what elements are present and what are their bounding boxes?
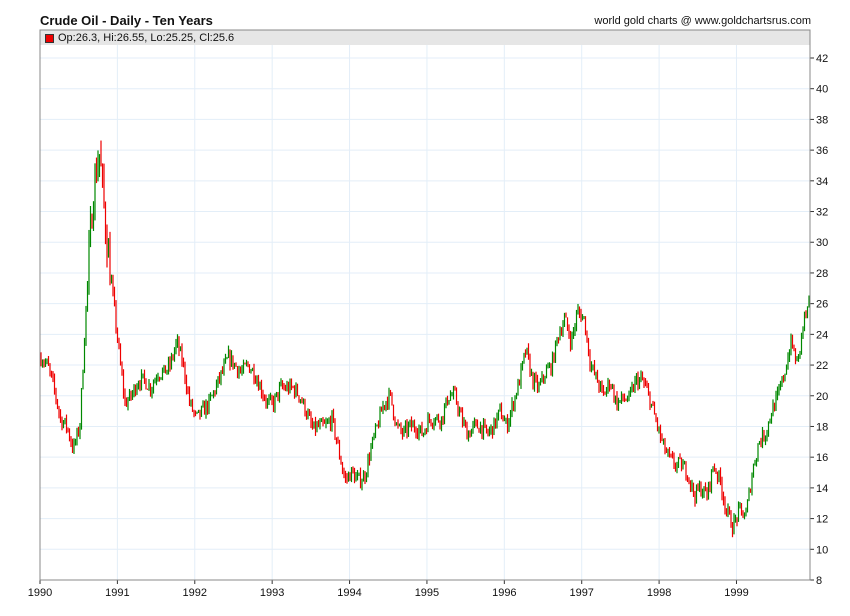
- y-tick-label: 40: [816, 84, 828, 96]
- y-tick-label: 22: [816, 360, 828, 372]
- y-tick-label: 30: [816, 237, 828, 249]
- y-tick-label: 38: [816, 114, 828, 126]
- legend-label: Op:26.3, Hi:26.55, Lo:25.25, Cl:25.6: [58, 32, 235, 44]
- y-tick-label: 16: [816, 452, 828, 464]
- y-tick-label: 10: [816, 544, 828, 556]
- chart-credit: world gold charts @ www.goldchartsrus.co…: [594, 15, 811, 27]
- x-tick-label: 1990: [28, 587, 52, 599]
- y-tick-label: 14: [816, 483, 828, 495]
- x-tick-label: 1999: [724, 587, 748, 599]
- ohlc-legend: Op:26.3, Hi:26.55, Lo:25.25, Cl:25.6: [45, 32, 234, 44]
- legend-swatch: [45, 33, 54, 43]
- y-tick-label: 18: [816, 421, 828, 433]
- x-tick-label: 1997: [569, 587, 593, 599]
- plot-border: [39, 29, 811, 581]
- x-tick-label: 1998: [647, 587, 671, 599]
- y-tick-label: 36: [816, 145, 828, 157]
- legend-band: [40, 30, 810, 45]
- y-tick-label: 8: [816, 575, 822, 587]
- y-tick-label: 26: [816, 299, 828, 311]
- x-tick-label: 1994: [337, 587, 361, 599]
- y-tick-label: 32: [816, 207, 828, 219]
- y-tick-label: 28: [816, 268, 828, 280]
- x-tick-label: 1996: [492, 587, 516, 599]
- chart-title: Crude Oil - Daily - Ten Years: [40, 13, 213, 28]
- y-tick-label: 42: [816, 53, 828, 65]
- y-tick-label: 24: [816, 329, 828, 341]
- x-tick-label: 1995: [415, 587, 439, 599]
- y-tick-label: 20: [816, 391, 828, 403]
- y-tick-label: 34: [816, 176, 828, 188]
- x-tick-label: 1992: [183, 587, 207, 599]
- x-tick-label: 1993: [260, 587, 284, 599]
- x-tick-label: 1991: [105, 587, 129, 599]
- y-tick-label: 12: [816, 514, 828, 526]
